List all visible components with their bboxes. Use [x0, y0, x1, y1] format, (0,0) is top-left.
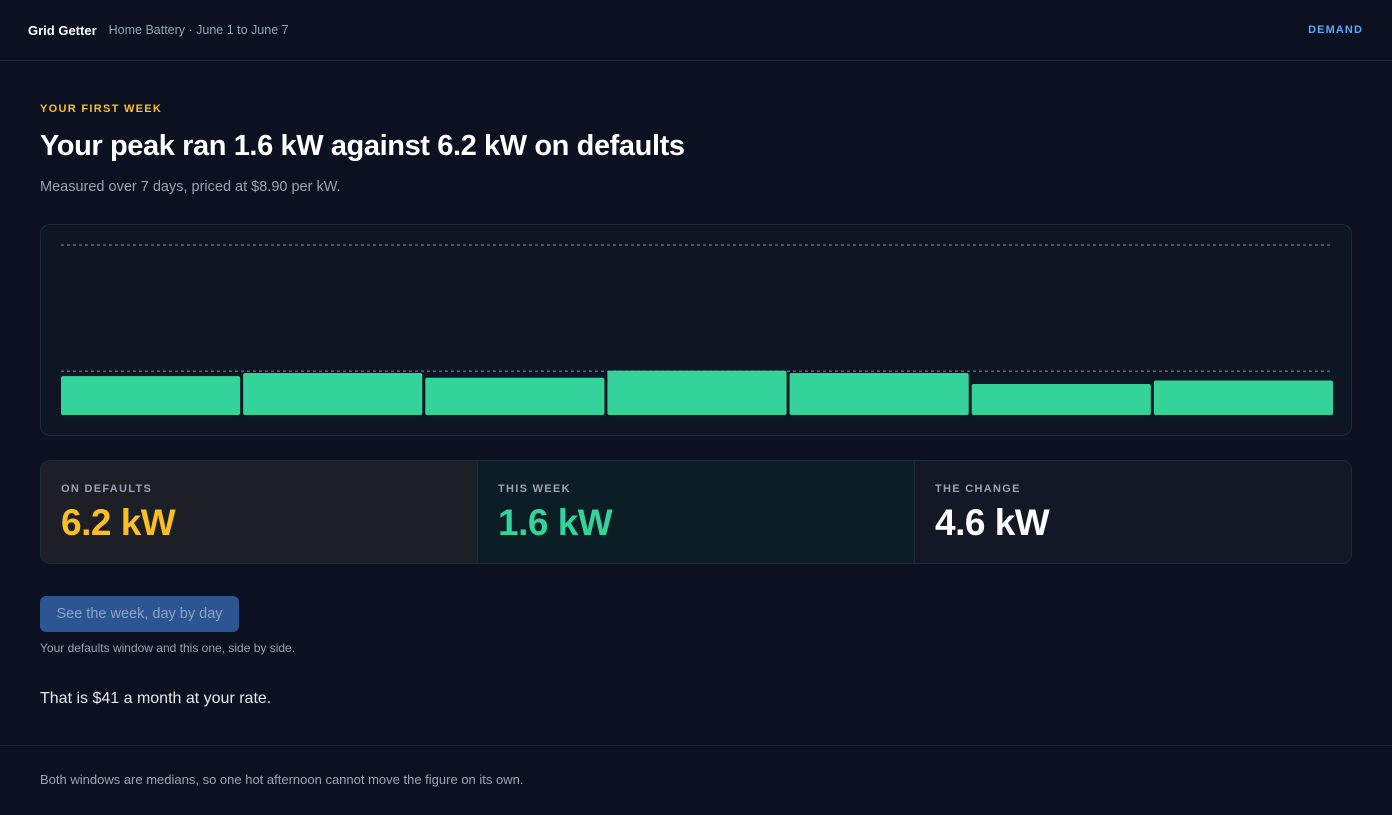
peak-chart [61, 244, 1333, 415]
page-subtitle: Measured over 7 days, priced at $8.90 pe… [40, 179, 341, 195]
cta-helper-text: Your defaults window and this one, side … [40, 641, 296, 655]
stat-value: 4.6 kW [935, 502, 1050, 543]
savings-summary: That is $41 a month at your rate. [40, 690, 272, 707]
chart-bar-5 [789, 373, 969, 415]
demand-link[interactable]: DEMAND [1308, 24, 1363, 36]
stat-on-defaults: ON DEFAULTS 6.2 kW [41, 461, 478, 563]
stat-label: THIS WEEK [498, 483, 571, 495]
stat-value: 1.6 kW [498, 502, 613, 543]
stat-label: THE CHANGE [935, 483, 1021, 495]
stat-value: 6.2 kW [61, 502, 176, 543]
section-eyebrow: YOUR FIRST WEEK [40, 103, 163, 115]
chart-bar-2 [243, 373, 423, 415]
chart-bar-1 [61, 376, 241, 415]
stat-the-change: THE CHANGE 4.6 kW [915, 461, 1351, 563]
chart-bar-7 [1153, 380, 1333, 415]
context-label: Home Battery · June 1 to June 7 [108, 23, 289, 37]
chart-bar-3 [425, 377, 605, 415]
stat-this-week: THIS WEEK 1.6 kW [478, 461, 915, 563]
stats-panel: ON DEFAULTS 6.2 kW THIS WEEK 1.6 kW THE … [40, 460, 1352, 564]
footer-note: Both windows are medians, so one hot aft… [40, 772, 524, 787]
peak-chart-card [40, 224, 1352, 436]
page-title: Your peak ran 1.6 kW against 6.2 kW on d… [40, 130, 685, 162]
footer: Both windows are medians, so one hot aft… [0, 745, 1392, 815]
stat-label: ON DEFAULTS [61, 483, 153, 495]
see-week-button[interactable]: See the week, day by day [40, 596, 239, 632]
top-bar: Grid Getter Home Battery · June 1 to Jun… [0, 0, 1392, 61]
chart-bar-6 [971, 384, 1151, 415]
chart-bar-4 [607, 370, 787, 415]
brand-name: Grid Getter [28, 22, 97, 38]
